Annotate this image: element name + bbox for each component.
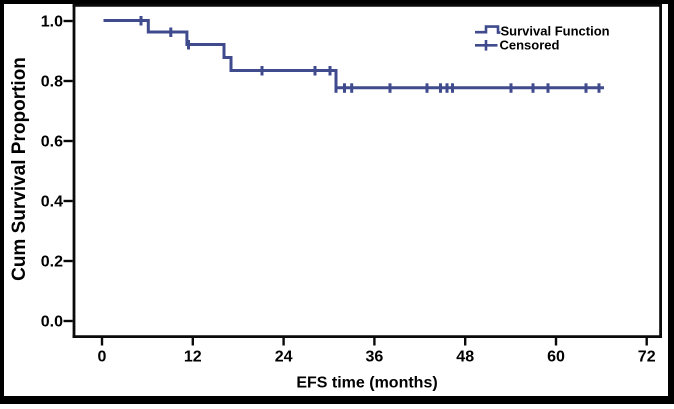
- svg-text:0.8: 0.8: [41, 74, 63, 91]
- svg-text:0.4: 0.4: [41, 194, 63, 211]
- svg-text:12: 12: [184, 349, 202, 366]
- svg-text:60: 60: [547, 349, 565, 366]
- svg-text:1.0: 1.0: [41, 14, 63, 31]
- svg-text:36: 36: [366, 349, 384, 366]
- svg-text:72: 72: [638, 349, 656, 366]
- svg-text:Censored: Censored: [500, 37, 560, 52]
- svg-text:Survival Function: Survival Function: [501, 23, 610, 38]
- svg-text:0: 0: [98, 349, 107, 366]
- svg-text:EFS time (months): EFS time (months): [296, 375, 437, 392]
- svg-text:24: 24: [275, 349, 293, 366]
- svg-text:48: 48: [456, 349, 474, 366]
- svg-text:0.0: 0.0: [41, 314, 63, 331]
- svg-text:Cum Survival Proportion: Cum Survival Proportion: [9, 57, 30, 281]
- svg-text:0.2: 0.2: [41, 254, 63, 271]
- svg-text:0.6: 0.6: [41, 134, 63, 151]
